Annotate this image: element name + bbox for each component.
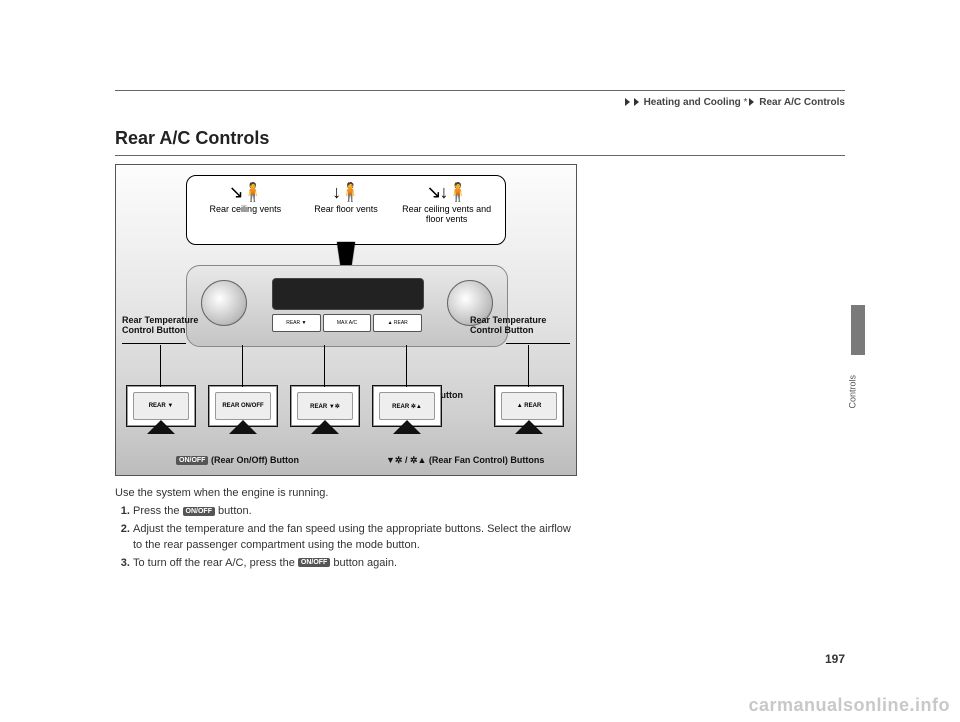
fan-text: (Rear Fan Control) Buttons xyxy=(426,455,544,465)
page-number: 197 xyxy=(825,652,845,666)
hand-icon xyxy=(229,420,257,434)
panel-btn: ▲ REAR xyxy=(373,314,422,332)
step-3a: To turn off the rear A/C, press the xyxy=(133,557,298,569)
mag-label: REAR ON/OFF xyxy=(215,392,271,420)
step-1b: button. xyxy=(215,505,252,517)
callout-label: Rear floor vents xyxy=(298,204,393,214)
mag-label: REAR ✲▲ xyxy=(379,392,435,420)
mag-rear-fan-down: REAR ▼✲ xyxy=(290,385,360,427)
mag-label: REAR ▼✲ xyxy=(297,392,353,420)
step-2: Adjust the temperature and the fan speed… xyxy=(133,522,575,554)
fan-control-label: ▼✲ / ✲▲ (Rear Fan Control) Buttons xyxy=(386,455,544,465)
onoff-icon: ON/OFF xyxy=(298,558,330,567)
mag-rear-down: REAR ▼ xyxy=(126,385,196,427)
breadcrumb-sub: Rear A/C Controls xyxy=(759,97,845,108)
floor-vents-icon: ↓🧍 xyxy=(298,182,393,204)
onoff-text: (Rear On/Off) Button xyxy=(208,455,299,465)
breadcrumb-section: Heating and Cooling xyxy=(644,97,741,108)
onoff-icon: ON/OFF xyxy=(176,456,208,465)
panel-btn: MAX A/C xyxy=(323,314,372,332)
breadcrumb-arrow-icon xyxy=(634,98,639,106)
section-tab-label: Controls xyxy=(848,375,858,409)
onoff-button-label: ON/OFF (Rear On/Off) Button xyxy=(176,455,299,465)
lead-line xyxy=(242,345,243,387)
control-panel: REAR ▼ MAX A/C ▲ REAR xyxy=(186,265,508,347)
temp-left-label: Rear Temperature Control Button xyxy=(122,315,212,336)
header-rule xyxy=(115,90,845,91)
hand-icon xyxy=(515,420,543,434)
step-3b: button again. xyxy=(330,557,397,569)
diagram-figure: ↘🧍 Rear ceiling vents ↓🧍 Rear floor vent… xyxy=(115,164,577,476)
onoff-icon: ON/OFF xyxy=(183,507,215,516)
hand-icon xyxy=(393,420,421,434)
lead-line xyxy=(406,345,407,387)
lead-line xyxy=(506,343,570,344)
mag-rear-up: ▲ REAR xyxy=(494,385,564,427)
ceiling-floor-vents-icon: ↘↓🧍 xyxy=(399,182,494,204)
hand-icon xyxy=(311,420,339,434)
panel-btn: REAR ▼ xyxy=(272,314,321,332)
vent-mode-callout: ↘🧍 Rear ceiling vents ↓🧍 Rear floor vent… xyxy=(186,175,506,245)
callout-label: Rear ceiling vents and floor vents xyxy=(399,204,494,225)
watermark: carmanualsonline.info xyxy=(748,695,950,716)
lead-line xyxy=(122,343,186,344)
step-3: To turn off the rear A/C, press the ON/O… xyxy=(133,556,575,572)
lead-line xyxy=(324,345,325,387)
center-display xyxy=(272,278,424,310)
lead-line xyxy=(528,345,529,387)
mag-rear-fan-up: REAR ✲▲ xyxy=(372,385,442,427)
callout-label: Rear ceiling vents xyxy=(198,204,293,214)
panel-button-row: REAR ▼ MAX A/C ▲ REAR xyxy=(272,314,422,332)
step-1a: Press the xyxy=(133,505,183,517)
ceiling-vents-icon: ↘🧍 xyxy=(198,182,293,204)
breadcrumb-arrow-icon xyxy=(625,98,630,106)
intro-text: Use the system when the engine is runnin… xyxy=(115,486,575,502)
mag-label: ▲ REAR xyxy=(501,392,557,420)
breadcrumb-arrow-icon xyxy=(749,98,754,106)
lead-line xyxy=(160,345,161,387)
mag-label: REAR ▼ xyxy=(133,392,189,420)
temp-right-label: Rear Temperature Control Button xyxy=(470,315,570,336)
breadcrumb: Heating and Cooling * Rear A/C Controls xyxy=(115,97,845,108)
instructions: Use the system when the engine is runnin… xyxy=(115,486,575,572)
callout-ceiling-floor-vents: ↘↓🧍 Rear ceiling vents and floor vents xyxy=(399,182,494,225)
fan-icons: ▼✲ / ✲▲ xyxy=(386,455,426,465)
page-title: Rear A/C Controls xyxy=(115,128,845,149)
section-tab xyxy=(851,305,865,355)
step-1: Press the ON/OFF button. xyxy=(133,504,575,520)
callout-floor-vents: ↓🧍 Rear floor vents xyxy=(298,182,393,214)
title-rule xyxy=(115,155,845,156)
mag-rear-onoff: REAR ON/OFF xyxy=(208,385,278,427)
callout-ceiling-vents: ↘🧍 Rear ceiling vents xyxy=(198,182,293,214)
hand-icon xyxy=(147,420,175,434)
